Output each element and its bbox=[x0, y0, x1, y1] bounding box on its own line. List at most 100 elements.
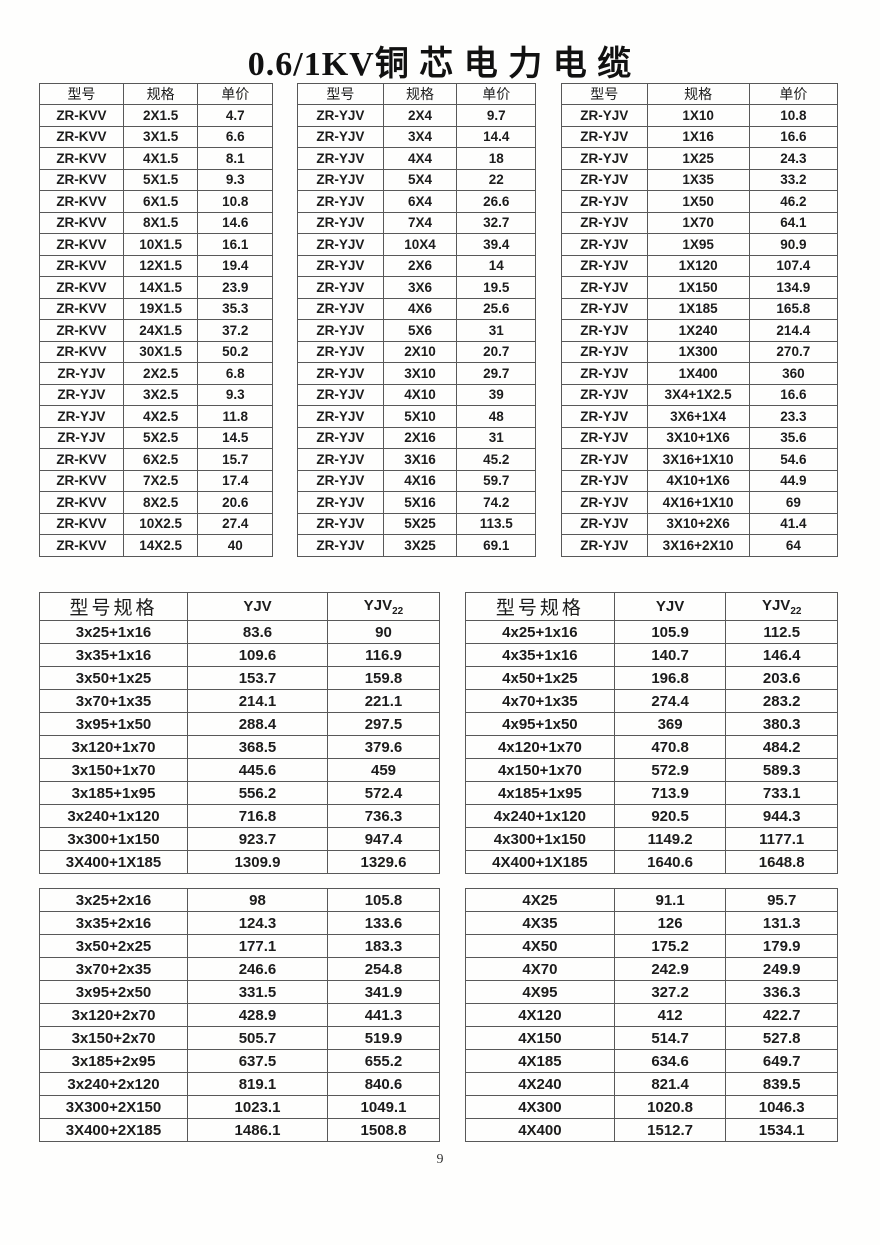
table-cell: ZR-YJV bbox=[561, 340, 648, 363]
table-cell: 3X4+1X2.5 bbox=[646, 383, 750, 406]
table-cell: 1X35 bbox=[646, 168, 750, 191]
table-row: ZR-YJV 3X10+2X6 41.4 bbox=[561, 512, 839, 535]
table-cell: 519.9 bbox=[327, 1026, 440, 1050]
table-cell: 95.7 bbox=[725, 888, 838, 912]
table-cell: 107.4 bbox=[748, 254, 839, 277]
table-cell: ZR-YJV bbox=[561, 168, 648, 191]
table-row: ZR-YJV 5X2.5 14.5 bbox=[39, 426, 273, 449]
table-cell: 83.6 bbox=[187, 620, 328, 644]
table-cell: ZR-YJV bbox=[561, 383, 648, 406]
table-row: 3x150+1x70 445.6 459 bbox=[39, 758, 440, 782]
table-cell: 140.7 bbox=[613, 643, 727, 667]
table-row: ZR-YJV 1X120 107.4 bbox=[561, 254, 839, 277]
table-cell: 428.9 bbox=[187, 1003, 328, 1027]
table-cell: 3X10 bbox=[382, 362, 458, 385]
table-cell: ZR-YJV bbox=[297, 491, 384, 514]
table-cell: 90 bbox=[327, 620, 440, 644]
table-cell: 7X4 bbox=[382, 211, 458, 234]
table-row: 4X150 514.7 527.8 bbox=[465, 1026, 838, 1050]
table-row: ZR-KVV 14X1.5 23.9 bbox=[39, 276, 273, 299]
table-cell: 10X4 bbox=[382, 233, 458, 256]
table-cell: 35.3 bbox=[197, 297, 273, 320]
table-cell: 4.7 bbox=[197, 104, 273, 127]
top-table-1: 型号 规格 单价 ZR-KVV 2X1.5 4.7 ZR-KVV 3X1.5 6.6 ZR-… bbox=[39, 83, 273, 557]
column-header-yjv: YJV bbox=[613, 592, 727, 621]
table-cell: 3x240+2x120 bbox=[39, 1072, 188, 1096]
table-cell: 246.6 bbox=[187, 957, 328, 981]
table-cell: 3X6 bbox=[382, 276, 458, 299]
table-cell: 126 bbox=[613, 911, 727, 935]
table-row: ZR-KVV 4X1.5 8.1 bbox=[39, 147, 273, 170]
table-cell: 716.8 bbox=[187, 804, 328, 828]
table-row: ZR-YJV 3X25 69.1 bbox=[297, 534, 536, 557]
table-cell: 1177.1 bbox=[725, 827, 838, 851]
table-header: 型号 规格 单价 bbox=[39, 83, 273, 105]
table-cell: 821.4 bbox=[613, 1072, 727, 1096]
table-cell: 40 bbox=[197, 534, 273, 557]
table-row: 4x25+1x16 105.9 112.5 bbox=[465, 620, 838, 644]
yjv22-subscript: 22 bbox=[392, 605, 404, 617]
table-cell: 3x120+1x70 bbox=[39, 735, 188, 759]
table-cell: 274.4 bbox=[613, 689, 727, 713]
table-cell: 9.3 bbox=[197, 168, 273, 191]
table-row: 3x95+1x50 288.4 297.5 bbox=[39, 712, 440, 736]
table-cell: 4X16+1X10 bbox=[646, 491, 750, 514]
table-cell: 4X2.5 bbox=[122, 405, 199, 428]
table-cell: ZR-YJV bbox=[561, 254, 648, 277]
table-cell: ZR-KVV bbox=[39, 297, 124, 320]
table-row: ZR-YJV 4X16 59.7 bbox=[297, 469, 536, 492]
table-cell: ZR-YJV bbox=[561, 512, 648, 535]
table-cell: ZR-YJV bbox=[561, 125, 648, 148]
table-cell: 3X10+1X6 bbox=[646, 426, 750, 449]
table-cell: 2X10 bbox=[382, 340, 458, 363]
table-cell: 44.9 bbox=[748, 469, 839, 492]
table-cell: ZR-YJV bbox=[39, 426, 124, 449]
table-cell: 54.6 bbox=[748, 448, 839, 471]
table-row: ZR-YJV 1X16 16.6 bbox=[561, 125, 839, 148]
table-row: ZR-YJV 4X10+1X6 44.9 bbox=[561, 469, 839, 492]
table-cell: 20.6 bbox=[197, 491, 273, 514]
yjv22-base: YJV bbox=[363, 596, 393, 614]
table-cell: 412 bbox=[613, 1003, 727, 1027]
table-cell: ZR-KVV bbox=[39, 534, 124, 557]
table-cell: 46.2 bbox=[748, 190, 839, 213]
table-cell: ZR-YJV bbox=[561, 297, 648, 320]
table-cell: 19.4 bbox=[197, 254, 273, 277]
table-cell: 90.9 bbox=[748, 233, 839, 256]
table-cell: 3x70+2x35 bbox=[39, 957, 188, 981]
table-cell: ZR-KVV bbox=[39, 254, 124, 277]
table-cell: 4x240+1x120 bbox=[465, 804, 615, 828]
table-cell: ZR-KVV bbox=[39, 233, 124, 256]
table-row: 4x185+1x95 713.9 733.1 bbox=[465, 781, 838, 805]
table-cell: 4x120+1x70 bbox=[465, 735, 615, 759]
table-cell: 288.4 bbox=[187, 712, 328, 736]
table-cell: 1X25 bbox=[646, 147, 750, 170]
table-cell: 1X300 bbox=[646, 340, 750, 363]
table-cell: ZR-YJV bbox=[561, 491, 648, 514]
middle-right-table: 型号规格 YJV YJV22 4x25+1x16 105.9 112.5 4x35+1… bbox=[465, 592, 838, 874]
table-cell: 3X1.5 bbox=[122, 125, 199, 148]
table-cell: 2X4 bbox=[382, 104, 458, 127]
table-cell: 2X6 bbox=[382, 254, 458, 277]
table-cell: 112.5 bbox=[725, 620, 838, 644]
table-cell: 1023.1 bbox=[187, 1095, 328, 1119]
table-cell: 736.3 bbox=[327, 804, 440, 828]
table-row: ZR-YJV 3X6 19.5 bbox=[297, 276, 536, 299]
table-cell: ZR-YJV bbox=[561, 147, 648, 170]
table-cell: 1X185 bbox=[646, 297, 750, 320]
table-cell: 1046.3 bbox=[725, 1095, 838, 1119]
table-cell: ZR-YJV bbox=[39, 362, 124, 385]
table-cell: 4X10+1X6 bbox=[646, 469, 750, 492]
table-row: ZR-YJV 3X4+1X2.5 16.6 bbox=[561, 383, 839, 406]
table-cell: ZR-YJV bbox=[297, 340, 384, 363]
table-cell: 4x300+1x150 bbox=[465, 827, 615, 851]
table-cell: 1149.2 bbox=[613, 827, 727, 851]
table-row: ZR-KVV 6X1.5 10.8 bbox=[39, 190, 273, 213]
column-header-spec: 规格 bbox=[646, 83, 750, 105]
table-cell: ZR-YJV bbox=[297, 534, 384, 557]
table-cell: ZR-YJV bbox=[297, 211, 384, 234]
table-row: ZR-KVV 19X1.5 35.3 bbox=[39, 297, 273, 320]
table-cell: 116.9 bbox=[327, 643, 440, 667]
table-cell: 41.4 bbox=[748, 512, 839, 535]
table-row: 4X35 126 131.3 bbox=[465, 911, 838, 935]
